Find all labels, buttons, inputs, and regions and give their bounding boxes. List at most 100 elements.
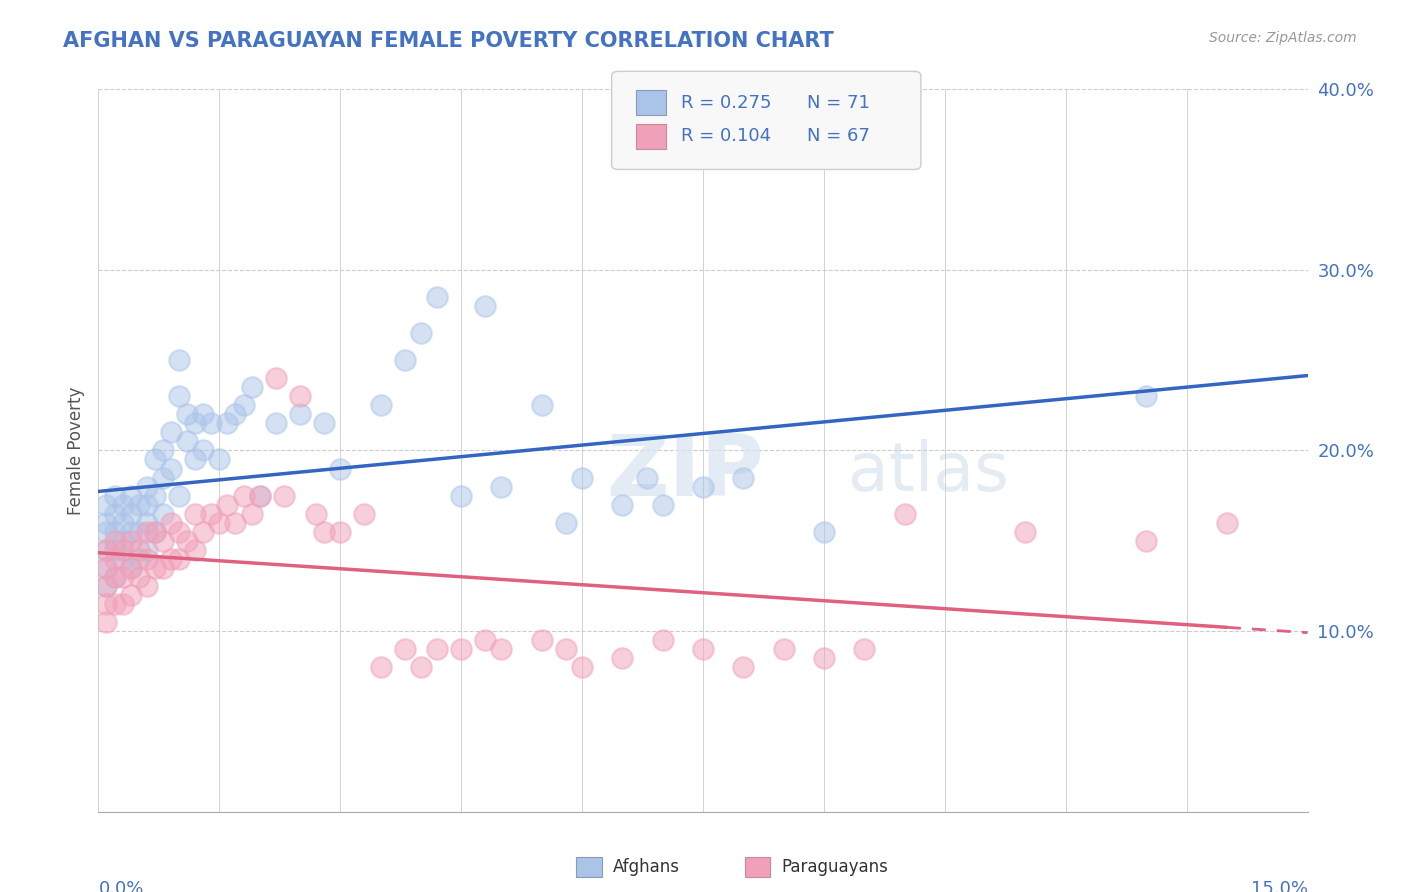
Point [103,597,125,611]
Point [232,398,254,412]
Text: 0.0%: 0.0% [98,880,143,892]
Point [111,498,134,512]
Point [135,579,157,593]
Point [135,498,157,512]
Point [135,524,157,539]
Point [217,498,239,512]
Text: R = 0.104: R = 0.104 [681,128,770,145]
Point [571,470,593,484]
Point [394,353,416,368]
Point [96,615,118,629]
Point [288,389,311,403]
Point [96,542,118,557]
Point [176,533,198,548]
Point [96,579,118,593]
Point [120,489,142,503]
Point [96,561,118,575]
Point [143,524,166,539]
Point [184,452,207,467]
Point [160,516,183,530]
Point [813,651,835,665]
Point [555,516,578,530]
Point [370,660,392,674]
Point [772,642,794,657]
Point [128,542,150,557]
Text: 15.0%: 15.0% [1250,880,1308,892]
Point [96,597,118,611]
Point [733,660,755,674]
Point [143,452,166,467]
Point [409,326,432,340]
Point [692,480,714,494]
Point [120,533,142,548]
Point [128,570,150,584]
Point [651,633,673,648]
Point [612,498,634,512]
Point [394,642,416,657]
Point [450,489,472,503]
Point [224,407,246,422]
Point [264,371,287,385]
Point [692,642,714,657]
Point [167,524,190,539]
Point [176,407,198,422]
Point [893,507,915,521]
Point [135,480,157,494]
Point [530,633,553,648]
Point [96,524,118,539]
Point [152,533,174,548]
Point [120,524,142,539]
Point [409,660,432,674]
Point [474,299,496,313]
Point [103,551,125,566]
Point [232,489,254,503]
Point [555,642,578,657]
Point [1014,524,1036,539]
Point [120,507,142,521]
Point [111,551,134,566]
Point [103,570,125,584]
Point [96,542,118,557]
Point [111,533,134,548]
Point [636,470,658,484]
Point [200,507,222,521]
Point [224,516,246,530]
Point [426,290,449,304]
Point [651,498,673,512]
Point [193,407,215,422]
Point [160,461,183,475]
Point [111,597,134,611]
Y-axis label: Female Poverty: Female Poverty [66,386,84,515]
Point [491,480,513,494]
Point [143,489,166,503]
Point [571,660,593,674]
Point [167,353,190,368]
Point [120,588,142,602]
Point [111,542,134,557]
Point [152,561,174,575]
Text: Paraguayans: Paraguayans [782,858,889,876]
Point [1216,516,1239,530]
Point [160,551,183,566]
Text: R = 0.275: R = 0.275 [681,94,770,112]
Point [200,417,222,431]
Point [1135,389,1157,403]
Point [193,524,215,539]
Point [612,651,634,665]
Point [184,542,207,557]
Point [160,425,183,440]
Point [103,542,125,557]
Point [128,551,150,566]
Point [111,570,134,584]
Point [530,398,553,412]
Point [103,570,125,584]
Point [103,533,125,548]
Point [103,507,125,521]
Text: Afghans: Afghans [613,858,681,876]
Point [240,507,263,521]
Point [152,470,174,484]
Point [273,489,295,503]
Point [143,561,166,575]
Point [184,417,207,431]
Point [426,642,449,657]
